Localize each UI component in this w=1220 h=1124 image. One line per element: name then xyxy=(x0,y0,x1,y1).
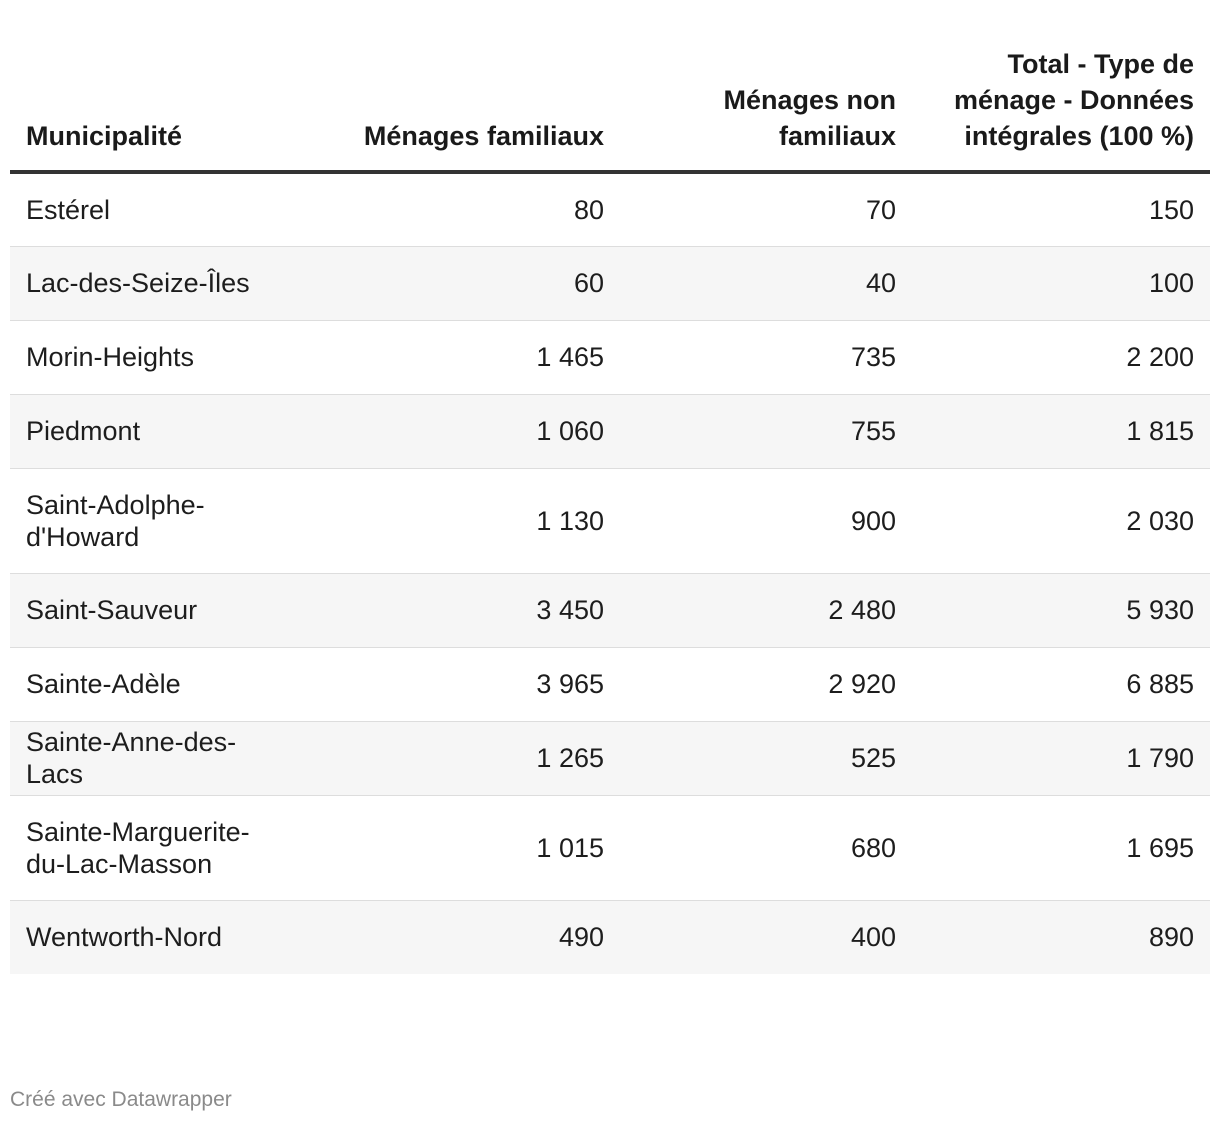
column-header-nonfamily-households[interactable]: Ménages non familiaux xyxy=(620,0,912,174)
family-households-cell: 3 965 xyxy=(270,646,620,721)
total-cell: 2 200 xyxy=(912,319,1210,394)
data-table-container: Municipalité Ménages familiaux Ménages n… xyxy=(10,0,1210,974)
column-header-total[interactable]: Total - Type de ménage - Données intégra… xyxy=(912,0,1210,174)
table-row: Lac-des-Seize-Îles 60 40 100 xyxy=(10,245,1210,320)
family-households-cell: 490 xyxy=(270,899,620,974)
municipality-cell: Sainte-Marguerite-du-Lac-Masson xyxy=(10,794,270,900)
nonfamily-households-cell: 680 xyxy=(620,794,912,900)
family-households-cell: 1 130 xyxy=(270,467,620,573)
municipality-cell: Estérel xyxy=(26,194,111,225)
municipality-cell: Saint-Sauveur xyxy=(10,572,270,647)
total-cell: 890 xyxy=(912,899,1210,974)
nonfamily-households-cell: 900 xyxy=(620,467,912,573)
table-row: Morin-Heights 1 465 735 2 200 xyxy=(10,319,1210,394)
household-table: Municipalité Ménages familiaux Ménages n… xyxy=(10,0,1210,974)
family-households-cell: 1 015 xyxy=(270,794,620,900)
footer-credit[interactable]: Créé avec Datawrapper xyxy=(10,1088,232,1111)
table-row: Saint-Sauveur 3 450 2 480 5 930 xyxy=(10,572,1210,647)
total-cell: 2 030 xyxy=(912,467,1210,573)
header-row: Municipalité Ménages familiaux Ménages n… xyxy=(10,0,1210,174)
municipality-cell: Saint-Adolphe-d'Howard xyxy=(10,467,270,573)
family-households-cell: 1 265 xyxy=(270,720,620,795)
table-row: Sainte-Anne-des-Lacs 1 265 525 1 790 xyxy=(10,720,1210,795)
table-row: Sainte-Adèle 3 965 2 920 6 885 xyxy=(10,646,1210,721)
column-header-municipality[interactable]: Municipalité xyxy=(10,0,270,174)
nonfamily-households-cell: 525 xyxy=(620,720,912,795)
table-row: Wentworth-Nord 490 400 890 xyxy=(10,899,1210,974)
municipality-cell: Sainte-Anne-des-Lacs xyxy=(10,720,270,795)
nonfamily-households-cell: 40 xyxy=(620,245,912,320)
table-row: Sainte-Marguerite-du-Lac-Masson 1 015 68… xyxy=(10,794,1210,900)
nonfamily-households-cell: 400 xyxy=(620,899,912,974)
total-cell: 100 xyxy=(912,245,1210,320)
total-cell: 150 xyxy=(1148,194,1194,225)
table-row: Saint-Adolphe-d'Howard 1 130 900 2 030 xyxy=(10,467,1210,573)
nonfamily-households-cell: 70 xyxy=(865,194,896,225)
table-row: Estérel 80 70 150 xyxy=(10,172,1210,246)
municipality-cell: Sainte-Adèle xyxy=(10,646,270,721)
family-households-cell: 1 060 xyxy=(270,393,620,468)
total-cell: 1 790 xyxy=(912,720,1210,795)
total-cell: 1 695 xyxy=(912,794,1210,900)
nonfamily-households-cell: 735 xyxy=(620,319,912,394)
total-cell: 1 815 xyxy=(912,393,1210,468)
municipality-cell: Piedmont xyxy=(10,393,270,468)
total-cell: 5 930 xyxy=(912,572,1210,647)
family-households-cell: 60 xyxy=(270,245,620,320)
family-households-cell: 80 xyxy=(573,194,604,225)
total-cell: 6 885 xyxy=(912,646,1210,721)
nonfamily-households-cell: 2 480 xyxy=(620,572,912,647)
table-row: Piedmont 1 060 755 1 815 xyxy=(10,393,1210,468)
municipality-cell: Wentworth-Nord xyxy=(10,899,270,974)
nonfamily-households-cell: 2 920 xyxy=(620,646,912,721)
family-households-cell: 1 465 xyxy=(270,319,620,394)
municipality-cell: Morin-Heights xyxy=(10,319,270,394)
column-header-family-households[interactable]: Ménages familiaux xyxy=(270,0,620,174)
municipality-cell: Lac-des-Seize-Îles xyxy=(10,245,270,320)
nonfamily-households-cell: 755 xyxy=(620,393,912,468)
family-households-cell: 3 450 xyxy=(270,572,620,647)
